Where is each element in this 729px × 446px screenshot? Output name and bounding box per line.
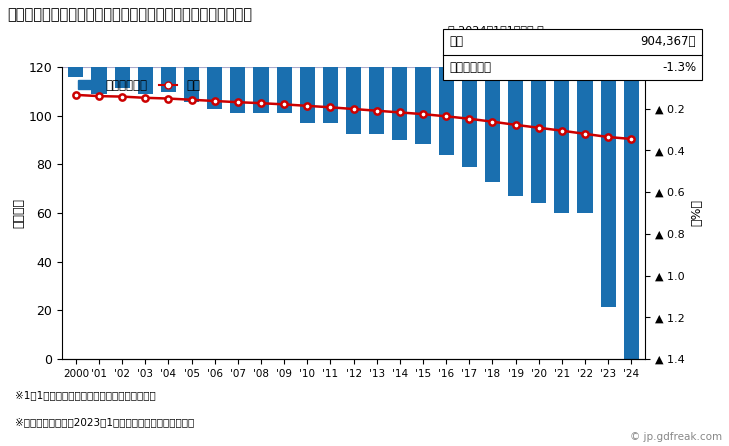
Text: 和歌山県の人口の推移　（住民基本台帳ベース、日本人住民）: 和歌山県の人口の推移 （住民基本台帳ベース、日本人住民） (7, 7, 252, 22)
Text: -1.3%: -1.3% (662, 61, 696, 74)
Bar (416, 67, 431, 144)
Bar (300, 67, 315, 123)
Text: © jp.gdfreak.com: © jp.gdfreak.com (630, 432, 722, 442)
Bar (207, 67, 222, 109)
Bar (114, 67, 130, 88)
Bar (577, 67, 593, 213)
Text: 対前年増減率: 対前年増減率 (449, 61, 491, 74)
Text: 【 2024年1月1日時点 】: 【 2024年1月1日時点 】 (448, 25, 544, 34)
Bar (161, 67, 176, 92)
Text: 904,367人: 904,367人 (641, 35, 696, 48)
Bar (461, 67, 477, 167)
Bar (91, 67, 106, 94)
Bar (254, 67, 268, 113)
Bar (138, 67, 153, 94)
Text: ※1月1日時点の外国人を除く日本人住民人口。: ※1月1日時点の外国人を除く日本人住民人口。 (15, 390, 155, 400)
Bar (230, 67, 246, 113)
Text: ※市区町村の場合は2023年1月１日時点の市区町村境界。: ※市区町村の場合は2023年1月１日時点の市区町村境界。 (15, 417, 194, 427)
Bar (439, 67, 453, 155)
Bar (485, 67, 500, 182)
Y-axis label: （%）: （%） (690, 199, 703, 227)
Bar (346, 67, 361, 134)
Bar (508, 67, 523, 196)
Bar (531, 67, 546, 202)
Bar (392, 67, 408, 140)
Bar (369, 67, 384, 134)
Text: 人口: 人口 (449, 35, 463, 48)
Bar (276, 67, 292, 113)
Bar (554, 67, 569, 213)
Bar (624, 67, 639, 359)
Bar (184, 67, 199, 103)
Bar (69, 67, 83, 77)
Bar (601, 67, 616, 307)
Legend: 対前年増加率, 人口: 対前年増加率, 人口 (74, 74, 206, 97)
Y-axis label: （万人）: （万人） (12, 198, 26, 228)
Bar (323, 67, 338, 123)
